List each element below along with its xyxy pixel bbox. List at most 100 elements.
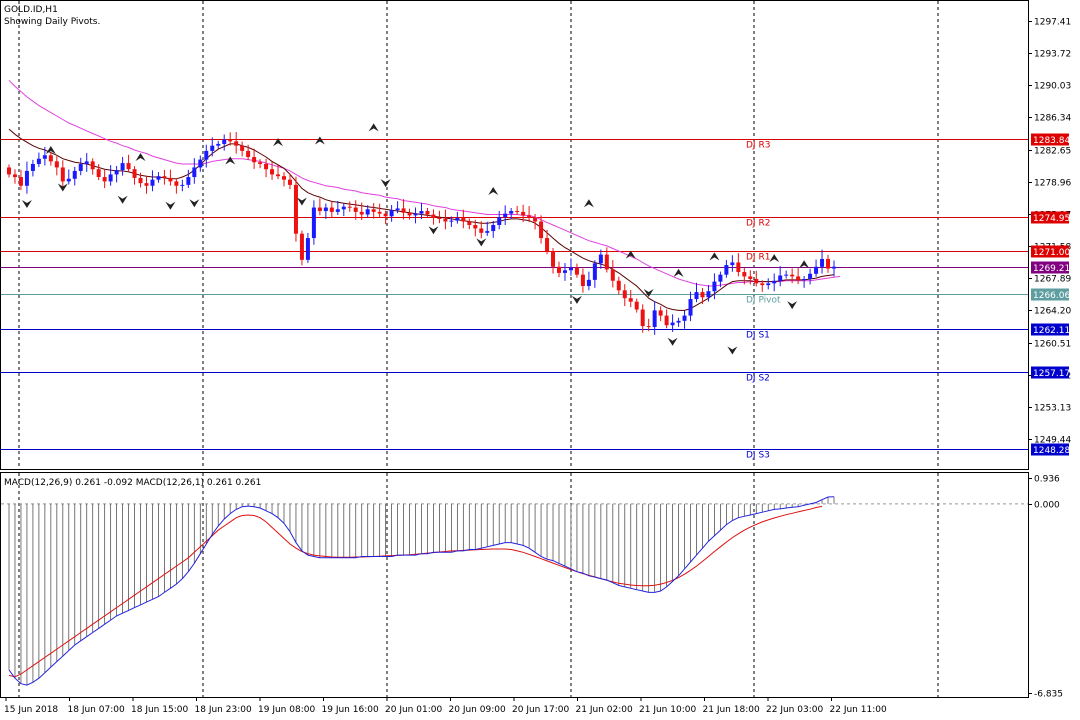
candle-body — [826, 258, 831, 269]
candle-body — [317, 207, 322, 212]
candle-body — [568, 267, 573, 271]
fractal-up-marker — [625, 250, 636, 259]
macd-tick-label: 0.936 — [1034, 475, 1060, 485]
candle-body — [628, 298, 633, 302]
fractal-down-marker — [21, 200, 32, 209]
pivot-price-tag-text: 1257.17 — [1033, 369, 1070, 379]
candle — [18, 169, 23, 191]
candle — [832, 260, 836, 277]
candle-body — [808, 273, 813, 280]
pivot-price-tag: 1271.00 — [1031, 245, 1070, 258]
time-tick-label: 18 Jun 23:00 — [195, 705, 252, 715]
candle-body — [12, 174, 17, 178]
candle-body — [389, 210, 394, 217]
pivot-level-name: DJ S3 — [746, 451, 770, 461]
candle-body — [742, 272, 747, 277]
candle-body — [264, 163, 269, 170]
pivot-price-tag: 1283.84 — [1031, 133, 1070, 146]
candle — [431, 209, 436, 225]
candle-body — [192, 167, 197, 178]
candle-body — [443, 218, 448, 222]
candle — [551, 248, 556, 274]
candle — [371, 203, 376, 219]
candle — [796, 268, 801, 285]
candle-body — [102, 177, 107, 182]
time-tick-label: 20 Jun 01:00 — [385, 705, 442, 715]
candle — [413, 207, 418, 224]
candle — [258, 159, 263, 169]
candle-body — [114, 170, 119, 175]
candle-body — [276, 174, 281, 177]
candle — [736, 253, 741, 277]
candle-body — [222, 139, 227, 144]
candle — [467, 218, 472, 230]
candle-body — [766, 283, 771, 286]
fractal-markers — [21, 123, 810, 355]
candle — [341, 203, 346, 217]
fractal-up-marker — [135, 153, 146, 161]
candle-body — [293, 184, 298, 234]
candle — [78, 157, 83, 176]
candle — [395, 201, 400, 214]
candle — [742, 267, 747, 285]
candle-body — [491, 224, 496, 232]
candle — [389, 205, 394, 222]
fractal-down-marker — [643, 288, 654, 297]
candlesticks — [7, 131, 836, 335]
candle — [778, 266, 783, 287]
candle — [497, 210, 502, 230]
candle — [114, 165, 119, 183]
candle-body — [652, 310, 657, 327]
pivot-price-tag: 1274.95 — [1031, 211, 1070, 224]
candle-body — [132, 169, 137, 178]
fractal-down-marker — [296, 197, 307, 206]
candle-body — [557, 266, 561, 273]
candle-body — [162, 176, 167, 178]
candle-body — [562, 270, 567, 273]
candle — [132, 166, 137, 185]
candle-body — [138, 177, 143, 184]
fractal-down-marker — [787, 301, 798, 310]
candle-body — [718, 274, 723, 282]
candle-body — [282, 176, 286, 180]
fractal-up-marker — [769, 254, 780, 263]
candle-body — [258, 162, 263, 164]
candle-body — [509, 211, 514, 214]
fractal-up-marker — [225, 156, 236, 165]
candle — [790, 268, 795, 284]
candle — [712, 273, 717, 300]
pivot-level-lines: DJ R3 DJ R2 DJ R1 DJ Pivot DJ S1 DJ S2 DJ S3 — [1, 139, 1028, 461]
candle-body — [198, 159, 203, 168]
time-tick-label: 19 Jun 16:00 — [322, 705, 379, 715]
candle-body — [108, 174, 113, 182]
candle-body — [7, 167, 11, 175]
candle-body — [586, 279, 591, 286]
candle-body — [598, 254, 603, 264]
candle-body — [150, 179, 155, 186]
candle — [479, 221, 484, 239]
candle-body — [610, 269, 615, 281]
candle — [515, 205, 520, 215]
candle-body — [664, 315, 669, 326]
time-tick-label: 15 Jun 2018 — [4, 705, 58, 715]
candle-body — [335, 209, 340, 212]
candle — [54, 156, 59, 176]
candle-body — [604, 254, 609, 270]
candle-body — [778, 275, 783, 281]
candle — [568, 258, 573, 276]
candle-body — [706, 291, 711, 298]
pivot-price-tag: 1262.11 — [1031, 323, 1070, 336]
candle-body — [539, 221, 544, 239]
candle — [335, 201, 340, 215]
candle — [198, 155, 203, 172]
candle-body — [252, 157, 257, 163]
candle — [658, 306, 663, 322]
candle — [252, 148, 257, 169]
fractal-down-marker — [727, 346, 738, 355]
candle-body — [413, 213, 418, 216]
candle-body — [676, 320, 681, 323]
candle-body — [48, 155, 53, 162]
candle — [264, 158, 269, 178]
candle-body — [84, 161, 89, 164]
candle — [30, 159, 35, 177]
